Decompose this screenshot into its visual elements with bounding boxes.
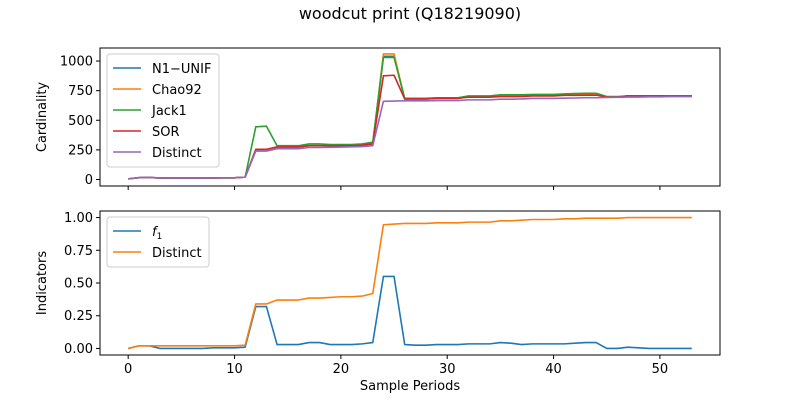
legend-label-0: f1	[152, 225, 162, 242]
axes-frame	[99, 47, 721, 187]
y-tick-label: 0	[85, 173, 93, 188]
x-axis-label: Sample Periods	[360, 379, 460, 394]
x-tick-label: 0	[124, 362, 132, 377]
y-tick-label: 1.00	[64, 211, 93, 226]
y-axis-label: Cardinality	[35, 82, 50, 153]
series-line-0	[127, 275, 692, 350]
legend-label-4: Distinct	[152, 146, 202, 161]
y-tick-label: 0.25	[64, 309, 93, 324]
figure-title: woodcut print (Q18219090)	[299, 4, 521, 23]
cardinality-panel: 0 250 500 750 1000 Cardinality N1−UNIF Chao92 Ja…	[35, 47, 721, 190]
y-tick-label: 250	[68, 143, 93, 158]
series-line-1	[127, 216, 692, 350]
y-tick-label: 0.75	[64, 244, 93, 259]
legend-label-1: Distinct	[152, 246, 202, 261]
indicators-panel: 0 10 20 30 40 50 0.00 0.25 0.50 0.75 1.00 Indicator…	[35, 210, 721, 394]
x-tick-label: 30	[439, 362, 456, 377]
series-line-4	[128, 95, 692, 180]
legend-label-3: SOR	[152, 125, 180, 140]
y-axis-label: Indicators	[35, 251, 50, 315]
y-tick-label: 0.50	[64, 277, 93, 292]
legend-box	[106, 53, 220, 168]
legend-label-2: Jack1	[151, 104, 187, 119]
x-tick-label: 50	[652, 362, 669, 377]
x-tick-label: 20	[333, 362, 350, 377]
legend-label-1: Chao92	[152, 83, 202, 98]
y-tick-label: 500	[68, 114, 93, 129]
y-tick-label: 0.00	[64, 342, 93, 357]
legend-box	[106, 216, 210, 268]
x-tick-label: 10	[226, 362, 243, 377]
x-tick-label: 40	[545, 362, 562, 377]
legend-label-0: N1−UNIF	[152, 62, 211, 77]
y-tick-label: 1000	[60, 55, 93, 70]
y-tick-label: 750	[68, 84, 93, 99]
